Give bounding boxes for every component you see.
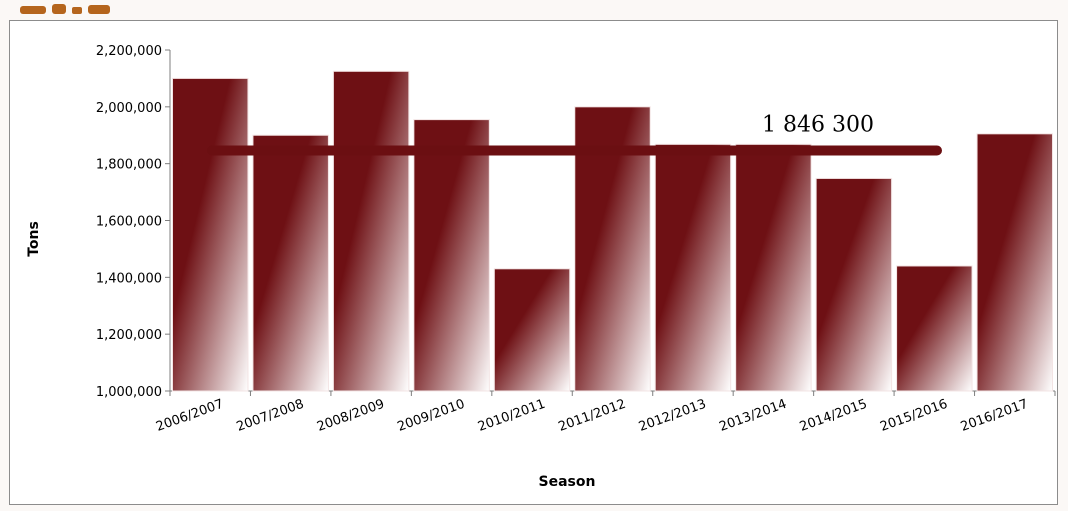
x-tick-label: 2016/2017 <box>959 397 1030 435</box>
bar <box>976 133 1054 392</box>
bar <box>735 143 812 392</box>
y-tick-label: 1,400,000 <box>96 271 162 286</box>
header-glyph-1 <box>20 6 46 14</box>
y-tick-label: 1,600,000 <box>96 215 162 230</box>
bar <box>332 70 410 392</box>
y-tick-label: 1,800,000 <box>96 158 162 173</box>
average-value-label: 1 846 300 <box>762 113 874 138</box>
x-tick-label: 2009/2010 <box>396 397 467 435</box>
x-tick-label: 2014/2015 <box>798 397 869 435</box>
header-glyph-3 <box>72 7 82 14</box>
x-tick-labels: 2006/2007 2007/2008 2008/2009 2009/2010 2010… <box>154 397 1030 435</box>
x-tick-label: 2011/2012 <box>556 397 627 435</box>
x-tick-label: 2012/2013 <box>637 397 708 435</box>
bars <box>172 70 1054 392</box>
header-fragment <box>0 0 1068 20</box>
average-overlay: 1 846 300 <box>207 113 942 156</box>
y-tick-label: 1,000,000 <box>96 385 162 400</box>
x-tick-label: 2007/2008 <box>235 397 306 435</box>
bar <box>252 134 329 392</box>
y-tick-label: 2,000,000 <box>96 101 162 116</box>
x-axis-title: Season <box>539 474 596 490</box>
bar <box>896 265 973 392</box>
y-tick-labels: 1,000,000 1,200,000 1,400,000 1,600,000 1,80… <box>96 44 162 400</box>
bar <box>413 119 490 392</box>
bar <box>172 77 249 392</box>
y-axis-title: Tons <box>26 221 42 257</box>
y-tick-label: 1,200,000 <box>96 328 162 343</box>
x-tick-label: 2013/2014 <box>717 397 788 435</box>
header-glyph-2 <box>52 4 66 14</box>
x-tick-label: 2008/2009 <box>315 397 386 435</box>
bar <box>493 268 571 392</box>
x-tick-label: 2015/2016 <box>878 397 949 435</box>
bar <box>654 143 732 392</box>
x-tick-label: 2010/2011 <box>476 397 547 435</box>
header-fragment-decoration <box>20 4 110 14</box>
y-tick-label: 2,200,000 <box>96 44 162 59</box>
header-glyph-4 <box>88 5 110 14</box>
bar <box>815 177 893 392</box>
x-tick-label: 2006/2007 <box>154 397 225 435</box>
